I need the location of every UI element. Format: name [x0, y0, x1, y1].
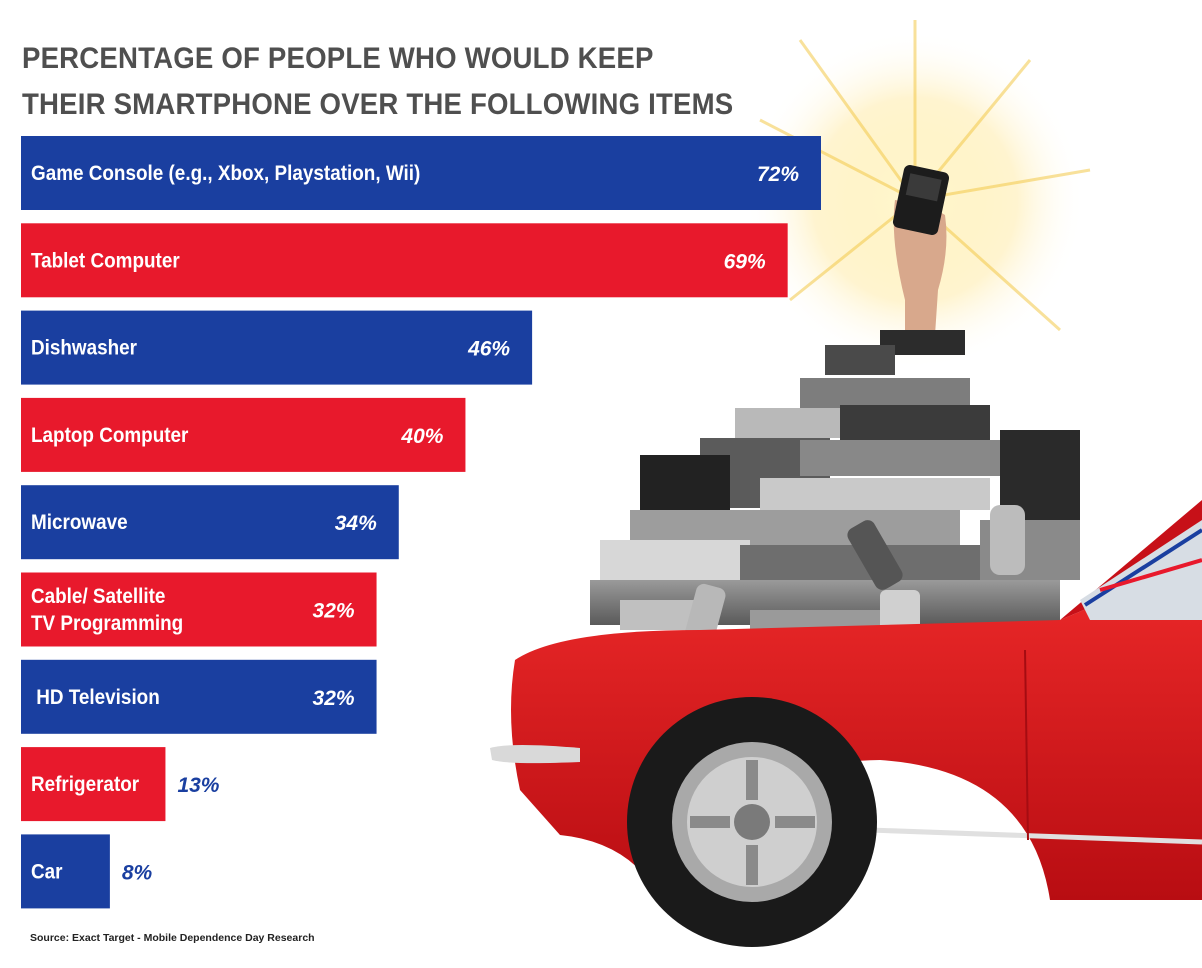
bar-value-label-3: 40%: [400, 425, 443, 448]
bar-label-8: Car: [31, 861, 63, 884]
bar-value-label-2: 46%: [467, 338, 510, 361]
chart-title-line-1: PERCENTAGE OF PEOPLE WHO WOULD KEEP: [22, 42, 654, 75]
bar-value-label-1: 69%: [724, 250, 766, 273]
bar-value-label-5: 32%: [313, 600, 355, 623]
bar-label-3: Laptop Computer: [31, 424, 189, 447]
bar-6: [21, 659, 377, 734]
bar-value-label-4: 34%: [335, 512, 377, 535]
bar-label-0: Game Console (e.g., Xbox, Playstation, W…: [31, 162, 420, 185]
bar-label-5: Cable/ Satellite TV Programming: [31, 585, 183, 635]
hand-holding-phone: [892, 165, 950, 335]
bar-7: [21, 747, 166, 822]
bar-label-1: Tablet Computer: [31, 249, 180, 272]
bar-3: [21, 397, 466, 472]
bar-value-label-0: 72%: [757, 163, 799, 186]
bar-value-label-7: 13%: [177, 774, 219, 797]
bar-4: [21, 485, 399, 560]
bar-label-7: Refrigerator: [31, 773, 139, 796]
chart-title: PERCENTAGE OF PEOPLE WHO WOULD KEEP THEI…: [22, 36, 733, 128]
red-car: [490, 500, 1202, 947]
bar-5: [21, 572, 377, 647]
bar-1: [21, 223, 788, 298]
bar-2: [21, 310, 533, 385]
electronics-pile: [590, 330, 1080, 650]
bar-0: [21, 136, 821, 210]
source-note: Source: Exact Target - Mobile Dependence…: [30, 932, 315, 944]
bar-label-2: Dishwasher: [31, 337, 137, 360]
chart-title-line-2: THEIR SMARTPHONE OVER THE FOLLOWING ITEM…: [22, 88, 734, 121]
bar-value-label-6: 32%: [313, 687, 355, 710]
bar-value-label-8: 8%: [122, 861, 153, 884]
car-wheel: [627, 697, 877, 947]
bar-label-6: HD Television: [31, 686, 160, 709]
bar-8: [21, 834, 110, 909]
bar-label-4: Microwave: [31, 511, 128, 534]
